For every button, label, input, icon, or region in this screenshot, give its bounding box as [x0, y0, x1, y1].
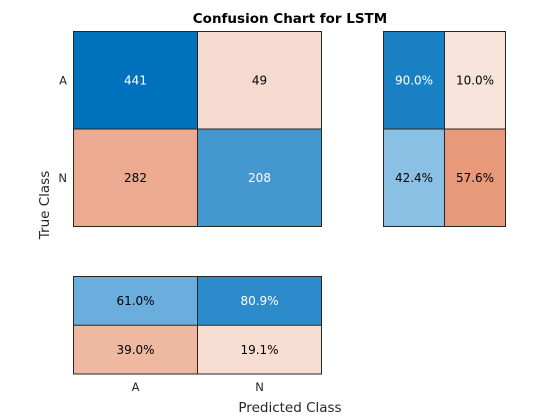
x-tick-label: A [132, 380, 140, 394]
row-summary-cell [444, 31, 506, 129]
matrix-cell-N-N-label: 208 [248, 171, 271, 185]
chart-title: Confusion Chart for LSTM [193, 11, 387, 27]
y-axis-label: True Class [37, 171, 53, 240]
column-summary-border [73, 276, 322, 375]
column-summary-cell [197, 325, 322, 374]
x-axis-label: Predicted Class [238, 400, 341, 416]
tick-labels: A A N N [58, 73, 263, 394]
column-summary-cell-label: 39.0% [116, 343, 154, 357]
row-summary-cell [383, 31, 445, 129]
column-summary-cell [197, 276, 322, 326]
y-tick-label: N [58, 171, 67, 185]
row-summary-cell-label: 42.4% [395, 171, 433, 185]
matrix-cell-N-N [197, 129, 322, 227]
row-summary-cell [444, 129, 506, 227]
matrix-cell-A-A-label: 441 [124, 74, 147, 88]
x-tick-label: N [255, 380, 264, 394]
row-summary-border [383, 31, 506, 227]
row-summary-cell-label: 90.0% [395, 74, 433, 88]
confusion-matrix-grid: 441 49 282 208 [73, 31, 322, 227]
row-summary-cell-label: 57.6% [456, 171, 494, 185]
row-summary-cell-label: 10.0% [456, 74, 494, 88]
matrix-cell-A-N-label: 49 [252, 74, 267, 88]
matrix-cell-A-A [73, 31, 198, 129]
column-summary-grid: 61.0% 80.9% 39.0% 19.1% [73, 276, 322, 375]
matrix-border [73, 31, 322, 227]
column-summary-cell [73, 325, 198, 374]
column-summary-cell-label: 61.0% [116, 294, 154, 308]
matrix-cell-N-A-label: 282 [124, 171, 147, 185]
row-summary-cell [383, 129, 445, 227]
column-summary-cell-label: 19.1% [240, 343, 278, 357]
y-tick-label: A [59, 73, 67, 87]
row-summary-grid: 90.0% 10.0% 42.4% 57.6% [383, 31, 506, 227]
matrix-cell-A-N [197, 31, 322, 129]
column-summary-cell [73, 276, 198, 326]
column-summary-cell-label: 80.9% [240, 294, 278, 308]
matrix-cell-N-A [73, 129, 198, 227]
